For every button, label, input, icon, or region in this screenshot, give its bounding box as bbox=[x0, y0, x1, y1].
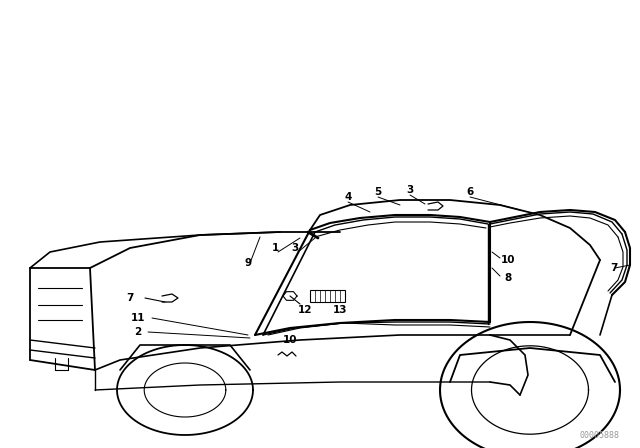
Text: 9: 9 bbox=[244, 258, 252, 268]
Text: 12: 12 bbox=[298, 305, 312, 315]
Text: 6: 6 bbox=[467, 187, 474, 197]
Text: 10: 10 bbox=[500, 255, 515, 265]
Text: 3: 3 bbox=[291, 243, 299, 253]
Text: 5: 5 bbox=[374, 187, 381, 197]
Text: 8: 8 bbox=[504, 273, 511, 283]
Text: 7: 7 bbox=[611, 263, 618, 273]
Text: 2: 2 bbox=[134, 327, 141, 337]
Text: 10: 10 bbox=[283, 335, 297, 345]
Bar bbox=[310, 290, 345, 302]
Text: 00005888: 00005888 bbox=[580, 431, 620, 440]
Text: 4: 4 bbox=[344, 192, 352, 202]
Text: 11: 11 bbox=[131, 313, 145, 323]
Text: 3: 3 bbox=[406, 185, 413, 195]
Text: 13: 13 bbox=[333, 305, 348, 315]
Text: 7: 7 bbox=[126, 293, 134, 303]
Text: 1: 1 bbox=[271, 243, 278, 253]
